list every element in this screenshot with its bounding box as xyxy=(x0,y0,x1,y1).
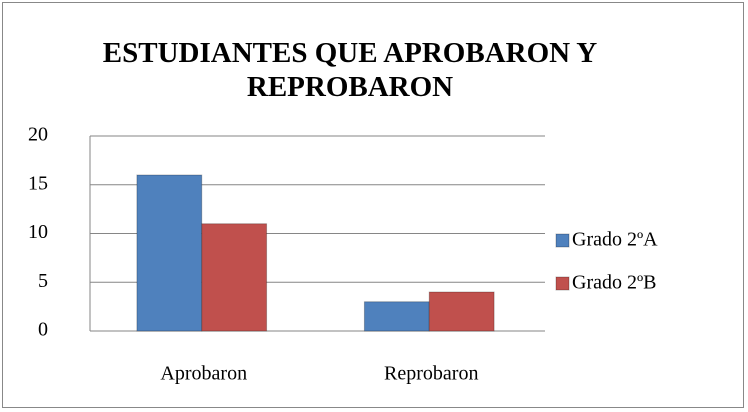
x-tick-label: Aprobaron xyxy=(160,363,247,385)
y-tick-label: 10 xyxy=(28,221,48,243)
y-tick-label: 0 xyxy=(38,319,48,341)
legend-swatch xyxy=(555,276,570,291)
chart-frame xyxy=(2,2,744,408)
bar xyxy=(363,301,430,332)
x-tick-label: Reprobaron xyxy=(384,363,478,385)
bar xyxy=(201,223,268,332)
legend-swatch xyxy=(555,233,570,248)
bar xyxy=(136,174,203,332)
y-tick-label: 15 xyxy=(28,172,48,194)
legend-label: Grado 2ºA xyxy=(572,229,658,251)
y-tick-label: 5 xyxy=(38,270,48,292)
chart-title: ESTUDIANTES QUE APROBARON Y REPROBARON xyxy=(102,37,598,103)
y-tick-label: 20 xyxy=(28,124,48,146)
legend-label: Grado 2ºB xyxy=(572,272,657,294)
bar xyxy=(428,291,495,332)
